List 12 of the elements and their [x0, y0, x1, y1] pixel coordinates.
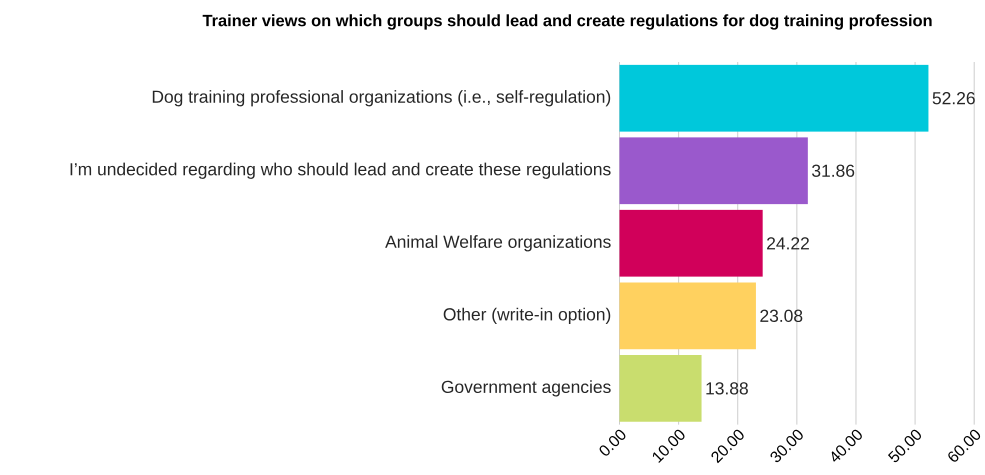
y-tick-label: Government agencies [442, 380, 611, 397]
data-label: 24.22 [767, 237, 809, 250]
y-tick-label: Animal Welfare organizations [385, 235, 611, 252]
chart-title: Trainer views on which groups should lead and create regulations for dog training profession [202, 14, 932, 30]
data-label: 23.08 [760, 310, 802, 322]
y-tick-label: I’m undecided regarding who should lead and create these regulations [70, 162, 611, 180]
x-tick-label: 0.00 [600, 430, 626, 456]
y-tick-label: Dog training professional organizations (i.e., self-regulation) [152, 90, 610, 107]
y-tick-label: Other (write-in option) [444, 308, 610, 324]
data-label: 31.86 [812, 164, 854, 178]
data-label: 13.88 [706, 382, 748, 395]
data-label: 52.26 [932, 92, 975, 105]
